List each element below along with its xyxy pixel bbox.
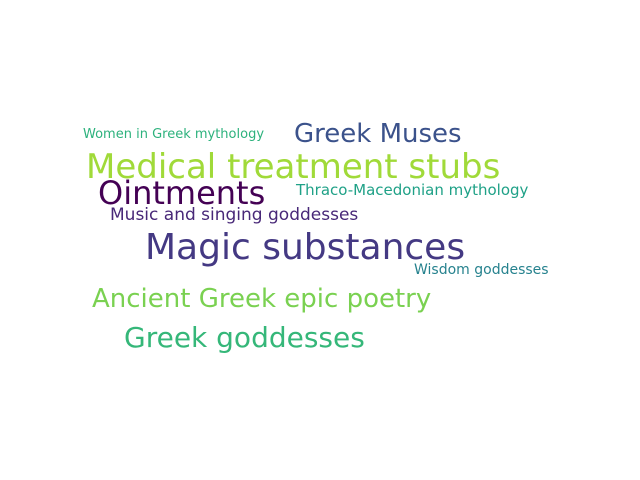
word-medical-treatment-stubs: Medical treatment stubs [86,147,501,187]
word-magic-substances: Magic substances [145,227,466,268]
word-ancient-greek-epic-poetry: Ancient Greek epic poetry [92,284,432,314]
word-ointments: Ointments [98,174,266,212]
word-music-and-singing-goddesses: Music and singing goddesses [110,205,359,225]
word-wisdom-goddesses: Wisdom goddesses [414,262,549,278]
word-thraco-macedonian-mythology: Thraco-Macedonian mythology [296,181,529,199]
word-women-in-greek-mythology: Women in Greek mythology [83,127,265,142]
word-greek-goddesses: Greek goddesses [124,321,365,354]
word-greek-muses: Greek Muses [294,119,462,149]
